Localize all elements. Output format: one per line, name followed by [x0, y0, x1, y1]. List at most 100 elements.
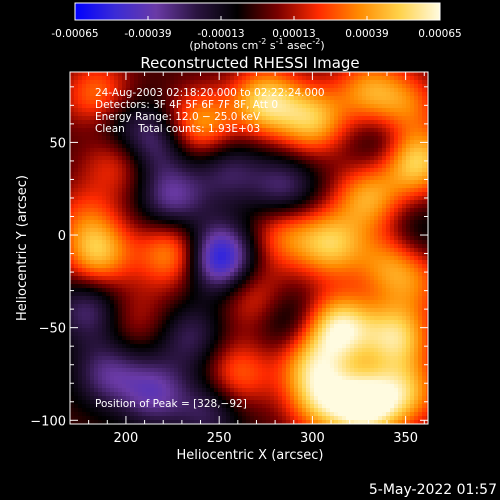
- heatmap-cell: [394, 96, 398, 100]
- heatmap-cell: [74, 284, 78, 288]
- heatmap-cell: [354, 232, 358, 236]
- heatmap-cell: [98, 104, 102, 108]
- heatmap-cell: [366, 184, 370, 188]
- heatmap-cell: [190, 180, 194, 184]
- heatmap-cell: [362, 172, 366, 176]
- heatmap-cell: [366, 260, 370, 264]
- heatmap-cell: [150, 200, 154, 204]
- heatmap-cell: [426, 156, 428, 160]
- heatmap-cell: [342, 268, 346, 272]
- heatmap-cell: [230, 192, 234, 196]
- heatmap-cell: [74, 92, 78, 96]
- heatmap-cell: [422, 128, 426, 132]
- heatmap-cell: [70, 76, 74, 80]
- heatmap-cell: [346, 264, 350, 268]
- heatmap-cell: [266, 248, 270, 252]
- heatmap-cell: [174, 140, 178, 144]
- heatmap-cell: [90, 140, 94, 144]
- heatmap-cell: [406, 140, 410, 144]
- heatmap-cell: [230, 144, 234, 148]
- heatmap-cell: [414, 100, 418, 104]
- heatmap-cell: [74, 208, 78, 212]
- heatmap-cell: [78, 280, 82, 284]
- heatmap-cell: [270, 140, 274, 144]
- heatmap-cell: [194, 284, 198, 288]
- heatmap-cell: [226, 264, 230, 268]
- heatmap-cell: [118, 80, 122, 84]
- heatmap-cell: [178, 284, 182, 288]
- heatmap-cell: [198, 136, 202, 140]
- heatmap-cell: [370, 220, 374, 224]
- heatmap-cell: [130, 264, 134, 268]
- heatmap-cell: [210, 140, 214, 144]
- heatmap-cell: [178, 224, 182, 228]
- heatmap-cell: [382, 164, 386, 168]
- heatmap-cell: [198, 268, 202, 272]
- heatmap-cell: [82, 232, 86, 236]
- heatmap-cell: [326, 244, 330, 248]
- heatmap-cell: [130, 152, 134, 156]
- heatmap-cell: [222, 76, 226, 80]
- heatmap-cell: [190, 96, 194, 100]
- heatmap-cell: [70, 116, 74, 120]
- heatmap-cell: [314, 244, 318, 248]
- heatmap-cell: [210, 108, 214, 112]
- heatmap-cell: [342, 280, 346, 284]
- heatmap-cell: [98, 240, 102, 244]
- heatmap-cell: [274, 144, 278, 148]
- heatmap-cell: [366, 128, 370, 132]
- heatmap-cell: [154, 192, 158, 196]
- heatmap-cell: [330, 180, 334, 184]
- heatmap-cell: [410, 128, 414, 132]
- heatmap-cell: [98, 184, 102, 188]
- heatmap-cell: [422, 180, 426, 184]
- heatmap-cell: [354, 212, 358, 216]
- heatmap-cell: [86, 292, 90, 296]
- heatmap-cell: [82, 120, 86, 124]
- heatmap-cell: [186, 76, 190, 80]
- heatmap-cell: [230, 208, 234, 212]
- heatmap-cell: [90, 192, 94, 196]
- heatmap-cell: [114, 96, 118, 100]
- heatmap-cell: [406, 176, 410, 180]
- heatmap-cell: [194, 120, 198, 124]
- heatmap-cell: [78, 92, 82, 96]
- heatmap-cell: [246, 88, 250, 92]
- heatmap-cell: [142, 276, 146, 280]
- heatmap-cell: [310, 272, 314, 276]
- heatmap-cell: [346, 88, 350, 92]
- heatmap-cell: [222, 140, 226, 144]
- heatmap-cell: [386, 276, 390, 280]
- heatmap-cell: [166, 240, 170, 244]
- heatmap-cell: [230, 128, 234, 132]
- heatmap-cell: [214, 108, 218, 112]
- heatmap-cell: [234, 260, 238, 264]
- heatmap-cell: [186, 164, 190, 168]
- heatmap-cell: [354, 280, 358, 284]
- heatmap-cell: [206, 120, 210, 124]
- heatmap-cell: [398, 208, 402, 212]
- heatmap-cell: [158, 260, 162, 264]
- heatmap-cell: [186, 172, 190, 176]
- heatmap-cell: [182, 220, 186, 224]
- heatmap-cell: [266, 116, 270, 120]
- heatmap-cell: [202, 80, 206, 84]
- heatmap-cell: [326, 252, 330, 256]
- heatmap-cell: [246, 120, 250, 124]
- heatmap-cell: [86, 164, 90, 168]
- heatmap-cell: [198, 204, 202, 208]
- heatmap-cell: [342, 276, 346, 280]
- heatmap-cell: [186, 136, 190, 140]
- heatmap-cell: [270, 244, 274, 248]
- heatmap-cell: [254, 288, 258, 292]
- heatmap-cell: [226, 164, 230, 168]
- heatmap-cell: [194, 248, 198, 252]
- heatmap-cell: [294, 268, 298, 272]
- heatmap-cell: [394, 144, 398, 148]
- heatmap-cell: [230, 156, 234, 160]
- heatmap-cell: [346, 204, 350, 208]
- heatmap-cell: [350, 160, 354, 164]
- heatmap-cell: [146, 292, 150, 296]
- heatmap-cell: [102, 248, 106, 252]
- heatmap-cell: [342, 72, 346, 76]
